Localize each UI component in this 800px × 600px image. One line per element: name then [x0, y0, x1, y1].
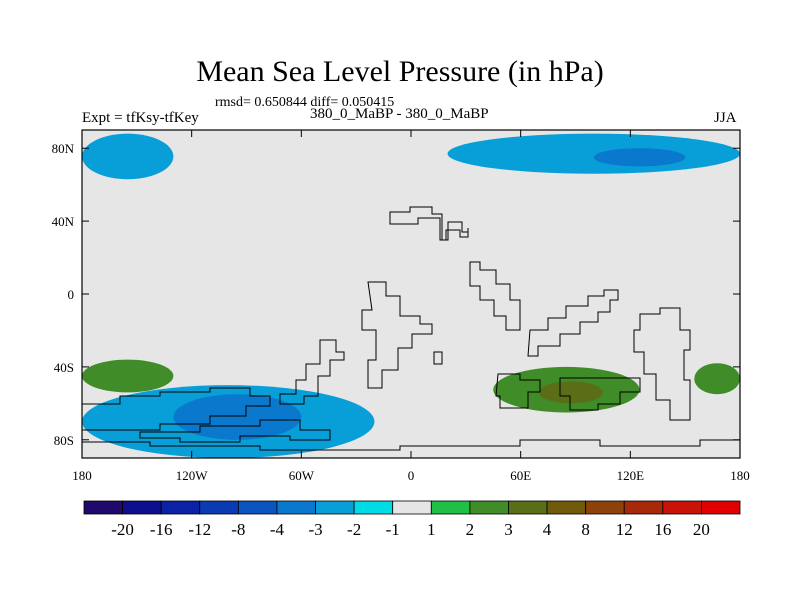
y-tick-label: 40N [52, 214, 75, 229]
x-axis: 180 120W 60W 0 60E 120E 180 [72, 130, 750, 483]
region-southwest-pacific-high [694, 363, 740, 395]
colorbar-swatch [546, 500, 587, 515]
colorbar-label: 8 [581, 520, 590, 539]
region-south-pacific-high [82, 359, 174, 393]
coastline-australia-west [495, 373, 541, 409]
coastline-peninsula-india [433, 351, 443, 365]
colorbar-label: 1 [427, 520, 436, 539]
x-tick-label: 180 [72, 468, 92, 483]
colorbar-swatch [237, 500, 278, 515]
colorbar-label: -12 [188, 520, 211, 539]
colorbar-label: -1 [386, 520, 400, 539]
coastline-asia-east [527, 289, 619, 357]
period-label: 380_0_MaBP - 380_0_MaBP [310, 106, 489, 122]
region-arctic-atlantic-low [82, 133, 174, 180]
chart-title: Mean Sea Level Pressure (in hPa) [196, 55, 604, 88]
colorbar: -20 -16 -12 -8 -4 -3 -2 -1 1 2 3 4 8 12 16 20 [83, 500, 741, 539]
colorbar-label: 4 [543, 520, 552, 539]
colorbar-label: 16 [654, 520, 671, 539]
colorbar-label: 2 [466, 520, 475, 539]
colorbar-label: -16 [150, 520, 173, 539]
anomaly-regions [82, 133, 740, 458]
coastline-eurasia-north [389, 206, 469, 241]
y-tick-label: 40S [54, 360, 74, 375]
region-arctic-siberia-core [593, 148, 686, 167]
colorbar-label: -3 [308, 520, 322, 539]
x-tick-label: 60W [289, 468, 315, 483]
rmsd-diff-stats: rmsd= 0.650844 diff= 0.050415 [215, 95, 395, 110]
colorbar-swatch [315, 500, 355, 515]
colorbar-label: 20 [693, 520, 710, 539]
colorbar-swatch [392, 500, 432, 515]
colorbar-swatch [160, 500, 201, 515]
coastline-australia-east [559, 377, 641, 411]
season-label: JJA [714, 110, 737, 126]
coastline-africa [361, 281, 433, 389]
coastline-south-america [279, 339, 345, 405]
colorbar-label: 3 [504, 520, 513, 539]
colorbar-label: -4 [270, 520, 285, 539]
colorbar-swatch [585, 500, 625, 515]
region-southern-pacific-core [173, 394, 302, 440]
colorbar-label: -20 [111, 520, 134, 539]
colorbar-swatch [276, 500, 316, 515]
coastline-maritime [633, 307, 691, 421]
colorbar-swatch [122, 500, 162, 515]
coastlines [82, 206, 740, 451]
colorbar-swatch [662, 500, 702, 515]
region-indian-ocean-core [538, 381, 603, 404]
x-tick-label: 180 [730, 468, 750, 483]
experiment-label: Expt = tfKsy-tfKey [82, 110, 199, 126]
x-tick-label: 60E [510, 468, 531, 483]
y-axis: 80N 40N 0 40S 80S [52, 141, 740, 448]
colorbar-swatch [701, 500, 741, 515]
colorbar-swatch [353, 500, 394, 515]
coastline-eurasia-mid [469, 261, 521, 331]
x-tick-label: 120W [176, 468, 209, 483]
x-tick-label: 120E [617, 468, 645, 483]
colorbar-label: 12 [616, 520, 633, 539]
colorbar-swatch [199, 500, 239, 515]
colorbar-swatch [430, 500, 471, 515]
colorbar-swatch [469, 500, 509, 515]
y-tick-label: 80S [54, 433, 74, 448]
colorbar-swatch [83, 500, 123, 515]
coastline-antarctica [82, 387, 271, 431]
coastline-antarctica-inner [139, 419, 331, 443]
colorbar-label: -8 [231, 520, 245, 539]
colorbar-label: -2 [347, 520, 361, 539]
x-tick-label: 0 [408, 468, 415, 483]
colorbar-swatch [508, 500, 548, 515]
colorbar-swatch [623, 500, 664, 515]
y-tick-label: 0 [68, 287, 75, 302]
y-tick-label: 80N [52, 141, 75, 156]
coastline-antarctica-edge [82, 439, 740, 451]
region-arctic-siberia-low [447, 133, 740, 174]
